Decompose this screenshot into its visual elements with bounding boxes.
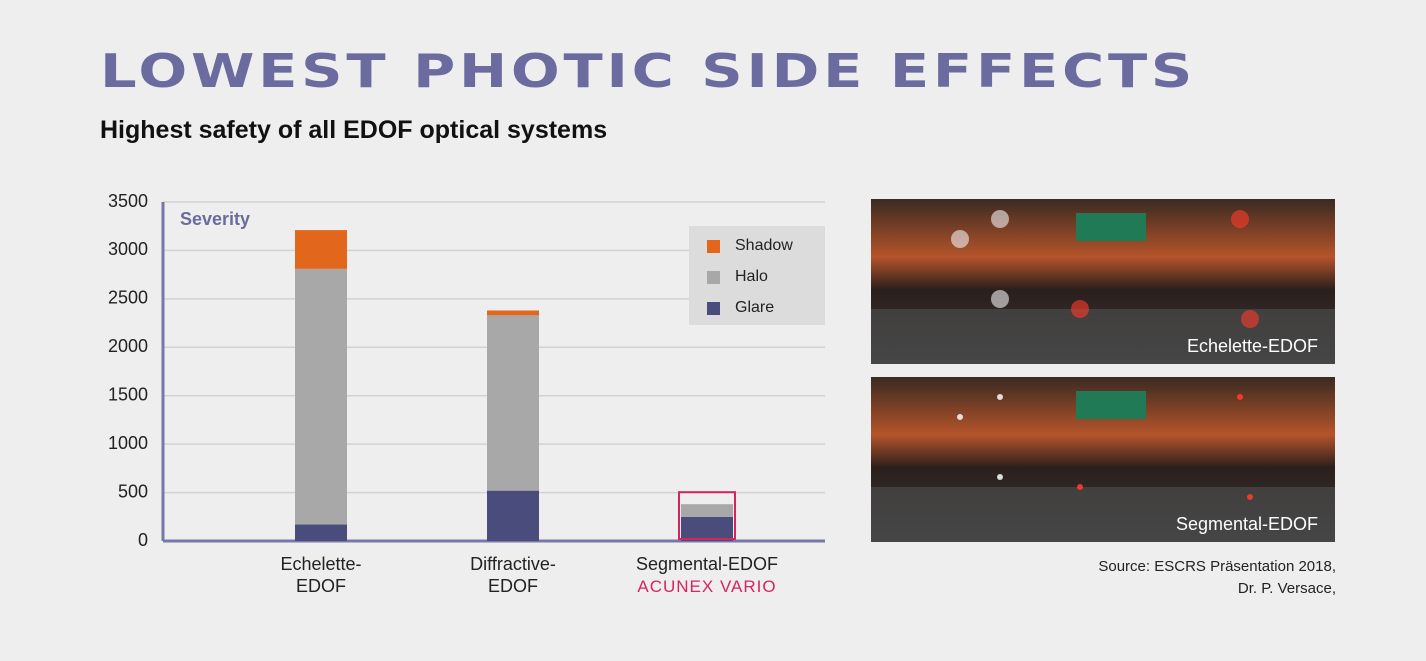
legend-swatch (707, 302, 720, 315)
light (957, 414, 963, 420)
bar-segment (681, 504, 733, 517)
light (997, 394, 1003, 400)
y-tick-label: 3000 (108, 239, 148, 259)
x-tick-label: Echelette- EDOF (280, 554, 362, 596)
y-tick-label: 1000 (108, 433, 148, 453)
title: LOWEST PHOTIC SIDE EFFECTS (100, 44, 1197, 98)
bar-segment (487, 490, 539, 541)
light (1237, 394, 1243, 400)
light (1071, 300, 1089, 318)
y-tick-label: 500 (118, 481, 148, 501)
bar-segment (295, 524, 347, 541)
photo: Segmental-EDOF (871, 377, 1335, 542)
source: Source: ESCRS Präsentation 2018, Dr. P. … (1098, 556, 1336, 600)
legend-label: Glare (735, 299, 774, 316)
light (991, 290, 1009, 308)
bar-segment (681, 516, 733, 541)
y-tick-label: 2500 (108, 288, 148, 308)
source-line: Dr. P. Versace, (1237, 580, 1336, 597)
legend-label: Halo (735, 268, 768, 285)
highlight-box (678, 491, 736, 540)
legend-swatch (707, 271, 720, 284)
light (1241, 310, 1259, 328)
light (1247, 494, 1253, 500)
bar-segment (295, 230, 347, 269)
photo-label: Segmental-EDOF (1176, 514, 1318, 534)
y-tick-label: 1500 (108, 384, 148, 404)
light (951, 230, 969, 248)
x-tick-label: Diffractive- EDOF (470, 554, 556, 596)
road (871, 487, 1335, 542)
sign (1076, 213, 1146, 241)
legend-swatch (707, 240, 720, 253)
category-note: ACUNEX VARIO (637, 577, 777, 596)
y-tick-label: 0 (138, 530, 148, 550)
x-tick-label: Segmental-EDOF (635, 554, 779, 574)
y-axis-label: Severity (180, 209, 250, 229)
light (1231, 210, 1249, 228)
source-line: Source: ESCRS Präsentation 2018, (1098, 558, 1336, 575)
y-tick-label: 3500 (108, 191, 148, 211)
photo-label: Echelette-EDOF (1187, 336, 1318, 356)
light (997, 474, 1003, 480)
y-tick-label: 2000 (108, 336, 148, 356)
bar-segment (487, 310, 539, 316)
light (991, 210, 1009, 228)
subtitle: Highest safety of all EDOF optical syste… (100, 116, 608, 144)
bar-segment (295, 268, 347, 525)
legend-label: Shadow (735, 237, 793, 254)
bar-segment (487, 315, 539, 491)
light (1077, 484, 1083, 490)
photo: Echelette-EDOF (871, 199, 1335, 364)
sign (1076, 391, 1146, 419)
